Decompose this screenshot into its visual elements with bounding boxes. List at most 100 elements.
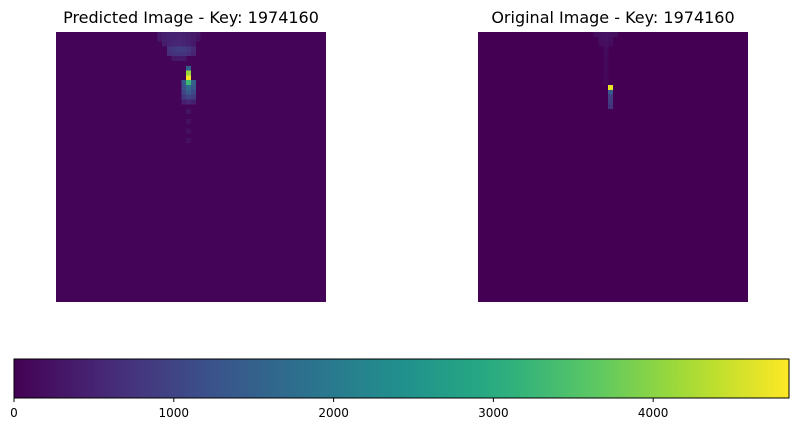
heatmap-cell (176, 46, 182, 52)
colorbar-tick-label: 1000 (159, 406, 190, 420)
heatmap-cell (603, 75, 609, 81)
heatmap-cell (171, 46, 177, 52)
heatmap-cell (608, 32, 614, 37)
heatmap-cell (176, 51, 182, 57)
heatmap-cell (608, 104, 614, 110)
heatmap-cell (176, 41, 182, 47)
heatmap-cell (603, 56, 609, 62)
heatmap-cell (181, 36, 187, 42)
heatmap-cell (186, 85, 192, 90)
heatmap-cell (157, 32, 163, 37)
heatmap-cell (181, 89, 187, 95)
heatmap-cell (191, 36, 196, 42)
heatmap-cell (603, 41, 609, 47)
heatmap-cell (186, 75, 192, 81)
heatmap-cell (181, 99, 187, 105)
heatmap-cell (608, 99, 614, 105)
heatmap-cell (181, 32, 187, 37)
heatmap-cell (608, 85, 614, 90)
heatmap-cell (181, 85, 187, 90)
heatmap-cell (186, 46, 192, 52)
heatmap-cell (608, 36, 614, 42)
heatmap-cell (181, 51, 187, 57)
heatmap-cell (162, 36, 167, 42)
heatmap-cell (593, 32, 599, 37)
heatmap-cell (157, 36, 163, 42)
predicted-image-cells (56, 32, 326, 302)
original-image-title: Original Image - Key: 1974160 (491, 8, 735, 27)
heatmap-cell (598, 41, 604, 47)
colorbar: 0 1000 2000 3000 4000 (10, 358, 790, 420)
heatmap-background (478, 32, 748, 302)
heatmap-cell (171, 56, 177, 62)
heatmap-cell (186, 94, 192, 100)
heatmap-cell (608, 41, 614, 47)
predicted-image-title: Predicted Image - Key: 1974160 (63, 8, 319, 27)
heatmap-cell (162, 41, 167, 47)
heatmap-cell (186, 65, 192, 71)
heatmap-cell (603, 60, 609, 66)
heatmap-cell (186, 89, 192, 95)
heatmap-cell (166, 46, 172, 52)
colorbar-gradient (13, 358, 790, 399)
colorbar-tick-label: 0 (10, 406, 18, 420)
heatmap-cell (162, 32, 167, 37)
heatmap-cell (186, 138, 192, 143)
heatmap-cell (186, 51, 192, 57)
original-image-heatmap (478, 32, 748, 302)
heatmap-cell (176, 56, 182, 62)
heatmap-cell (603, 32, 609, 37)
heatmap-cell (186, 99, 192, 105)
heatmap-cell (186, 128, 192, 134)
heatmap-cell (171, 41, 177, 47)
original-image-cells (478, 32, 748, 302)
heatmap-cell (186, 32, 192, 37)
heatmap-cell (191, 85, 196, 90)
heatmap-cell (603, 65, 609, 71)
heatmap-cell (171, 36, 177, 42)
heatmap-cell (195, 32, 201, 37)
heatmap-cell (603, 51, 609, 57)
heatmap-cell (603, 70, 609, 76)
heatmap-cell (613, 32, 618, 37)
colorbar-tick-label: 2000 (318, 406, 349, 420)
heatmap-cell (598, 36, 604, 42)
colorbar-tick-label: 4000 (638, 406, 669, 420)
heatmap-cell (181, 56, 187, 62)
colorbar-tick-label: 3000 (478, 406, 509, 420)
heatmap-cell (186, 118, 192, 124)
heatmap-cell (181, 41, 187, 47)
heatmap-cell (191, 46, 196, 52)
heatmap-cell (166, 51, 172, 57)
heatmap-cell (181, 94, 187, 100)
heatmap-cell (166, 36, 172, 42)
heatmap-cell (176, 36, 182, 42)
heatmap-cell (191, 94, 196, 100)
heatmap-cell (608, 94, 614, 100)
heatmap-cell (191, 32, 196, 37)
heatmap-cell (603, 46, 609, 52)
heatmap-cell (186, 36, 192, 42)
heatmap-cell (195, 36, 201, 42)
predicted-image-heatmap (56, 32, 326, 302)
heatmap-cell (166, 41, 172, 47)
heatmap-cell (608, 89, 614, 95)
heatmap-cell (181, 80, 187, 86)
heatmap-cell (186, 41, 192, 47)
heatmap-cell (191, 51, 196, 57)
heatmap-cell (181, 46, 187, 52)
heatmap-cell (186, 70, 192, 76)
heatmap-cell (603, 80, 609, 86)
heatmap-cell (186, 109, 192, 115)
heatmap-cell (191, 80, 196, 86)
heatmap-cell (598, 32, 604, 37)
heatmap-cell (176, 32, 182, 37)
heatmap-cell (186, 80, 192, 86)
heatmap-cell (191, 99, 196, 105)
heatmap-cell (191, 89, 196, 95)
heatmap-cell (171, 51, 177, 57)
heatmap-cell (191, 41, 196, 47)
heatmap-cell (603, 36, 609, 42)
heatmap-cell (171, 32, 177, 37)
heatmap-cell (166, 32, 172, 37)
